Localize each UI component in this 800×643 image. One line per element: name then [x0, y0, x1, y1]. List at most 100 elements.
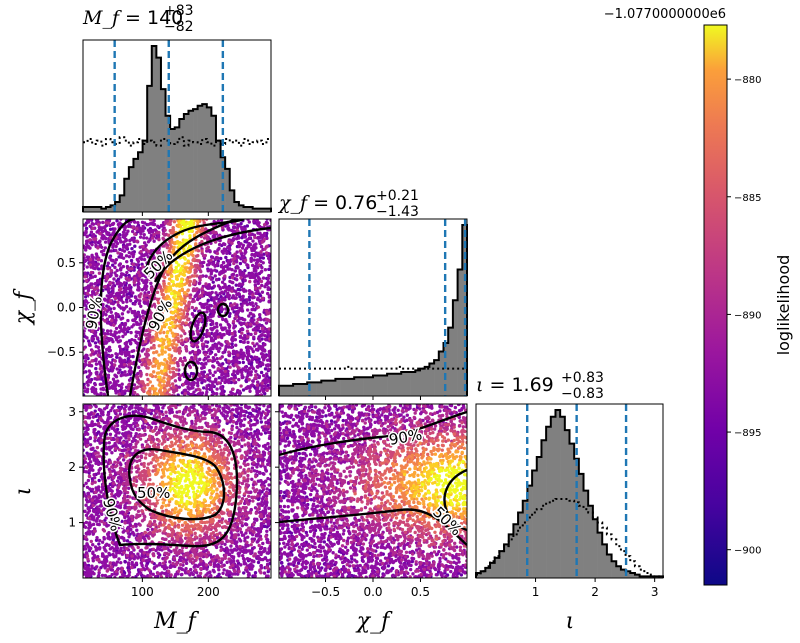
scatter-point	[259, 250, 263, 254]
scatter-point	[256, 289, 260, 294]
scatter-point	[263, 556, 267, 561]
scatter-point	[130, 229, 135, 234]
scatter-point	[125, 270, 129, 275]
scatter-point	[212, 219, 216, 224]
scatter-point	[89, 371, 93, 376]
scatter-point	[117, 221, 122, 226]
scatter-point	[265, 358, 270, 362]
scatter-point	[144, 247, 148, 252]
scatter-point	[190, 305, 195, 310]
scatter-point	[184, 306, 188, 311]
scatter-point	[203, 352, 208, 357]
scatter-point	[250, 365, 254, 369]
scatter-point	[212, 391, 216, 396]
scatter-point	[195, 230, 199, 235]
scatter-point	[117, 383, 122, 388]
hist-bar	[326, 380, 331, 396]
scatter-point	[142, 300, 146, 304]
scatter-point	[108, 256, 112, 260]
scatter-point	[179, 334, 183, 338]
scatter-point	[237, 366, 241, 370]
scatter-point	[234, 407, 239, 411]
scatter-point	[122, 538, 126, 543]
scatter-point	[218, 356, 223, 361]
scatter-point	[219, 305, 224, 310]
scatter-point	[85, 336, 89, 340]
scatter-point	[103, 332, 107, 336]
scatter-point	[98, 424, 102, 429]
scatter-point	[125, 295, 129, 299]
scatter-point	[251, 341, 255, 345]
scatter-point	[91, 255, 95, 260]
scatter-point	[174, 346, 178, 350]
hist-bar	[550, 416, 556, 578]
hist-bar	[252, 208, 258, 212]
scatter-point	[203, 379, 207, 383]
scatter-point	[167, 356, 171, 360]
scatter-point	[260, 240, 264, 244]
scatter-point	[239, 563, 243, 567]
scatter-point	[137, 281, 141, 286]
scatter-point	[162, 325, 167, 329]
scatter-point	[198, 357, 202, 362]
scatter-point	[227, 393, 231, 396]
prior-dotted-line	[476, 498, 663, 578]
scatter-point	[199, 318, 203, 323]
scatter-point	[93, 351, 98, 355]
scatter-point	[88, 233, 92, 237]
scatter-point	[143, 352, 148, 356]
scatter-point	[171, 316, 176, 320]
scatter-point	[247, 377, 251, 382]
scatter-point	[183, 266, 187, 270]
scatter-point	[247, 352, 251, 357]
scatter-point	[190, 312, 195, 317]
scatter-point	[246, 325, 250, 329]
scatter-point	[200, 249, 204, 253]
scatter-point	[256, 317, 260, 322]
scatter-point	[234, 363, 238, 367]
scatter-point	[188, 234, 192, 238]
scatter-point	[146, 377, 150, 382]
scatter-point	[230, 331, 235, 336]
scatter-point	[167, 383, 172, 387]
scatter-point	[230, 280, 234, 284]
scatter-point	[220, 225, 225, 230]
scatter-point	[124, 273, 128, 278]
scatter-point	[221, 296, 225, 300]
scatter-point	[152, 350, 156, 355]
scatter-point	[186, 386, 191, 390]
scatter-point	[153, 575, 158, 578]
scatter-point	[211, 364, 215, 368]
hist-bar	[420, 368, 425, 396]
scatter-point	[220, 249, 224, 253]
scatter-point	[208, 358, 212, 363]
scatter-point	[236, 319, 240, 323]
hist-bar	[504, 544, 510, 578]
scatter-point	[208, 371, 212, 375]
hist-bar	[248, 207, 253, 212]
scatter-point	[127, 535, 131, 539]
scatter-point	[230, 275, 235, 280]
scatter-point	[131, 225, 135, 230]
scatter-point	[205, 344, 209, 349]
scatter-point	[86, 271, 90, 275]
scatter-point	[266, 291, 270, 296]
scatter-point	[120, 352, 124, 356]
scatter-point	[227, 325, 232, 330]
scatter-point	[123, 332, 127, 336]
scatter-point	[83, 303, 86, 307]
scatter-point	[130, 337, 134, 342]
scatter-point	[179, 271, 183, 276]
scatter-point	[88, 443, 93, 447]
scatter-point	[135, 393, 140, 396]
scatter-point	[253, 571, 258, 575]
scatter-point	[139, 374, 143, 378]
scatter-point	[115, 367, 119, 371]
scatter-point	[111, 377, 116, 381]
scatter-point	[204, 340, 208, 344]
hist-bar	[283, 385, 289, 396]
scatter-point	[139, 561, 144, 565]
scatter-point	[221, 260, 226, 265]
scatter-point	[163, 389, 167, 393]
scatter-point	[99, 370, 103, 375]
